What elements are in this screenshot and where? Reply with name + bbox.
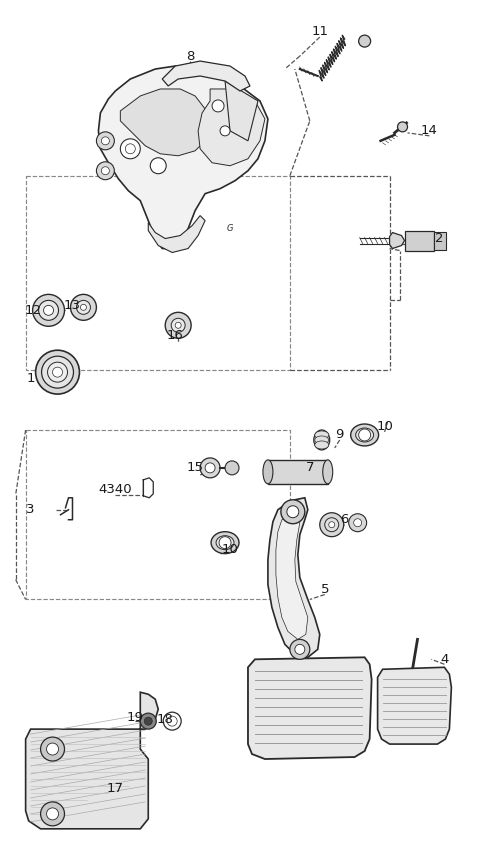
Circle shape [71, 295, 96, 320]
Text: 11: 11 [311, 25, 328, 37]
Text: 18: 18 [157, 712, 174, 726]
Ellipse shape [216, 536, 234, 549]
Circle shape [125, 143, 135, 154]
Polygon shape [225, 81, 258, 141]
Text: 7: 7 [306, 461, 314, 475]
Circle shape [144, 717, 152, 725]
Circle shape [38, 301, 59, 320]
Polygon shape [148, 216, 205, 252]
Circle shape [225, 461, 239, 475]
Text: 10: 10 [222, 543, 239, 556]
Circle shape [212, 100, 224, 112]
Polygon shape [198, 89, 265, 166]
Bar [434, 232, 446, 250]
Text: 2: 2 [435, 232, 444, 245]
Ellipse shape [211, 531, 239, 554]
Circle shape [101, 166, 109, 175]
Bar [268, 460, 328, 484]
Circle shape [76, 301, 90, 314]
Circle shape [359, 35, 371, 47]
Circle shape [295, 644, 305, 655]
Text: 13: 13 [64, 299, 81, 312]
Circle shape [120, 139, 140, 159]
Circle shape [219, 537, 231, 548]
Polygon shape [390, 233, 405, 249]
Circle shape [287, 506, 299, 518]
Circle shape [200, 458, 220, 478]
Circle shape [175, 323, 181, 329]
Ellipse shape [315, 431, 329, 439]
Circle shape [44, 306, 54, 315]
Polygon shape [120, 89, 210, 155]
Polygon shape [276, 513, 308, 639]
Circle shape [33, 295, 64, 326]
Text: 9: 9 [336, 429, 344, 441]
Circle shape [96, 162, 114, 180]
Circle shape [354, 519, 361, 526]
Text: 1: 1 [26, 372, 35, 385]
Text: 6: 6 [340, 514, 349, 526]
Text: 15: 15 [187, 461, 204, 475]
Text: 3: 3 [26, 503, 35, 516]
Circle shape [359, 429, 371, 441]
Ellipse shape [356, 428, 373, 442]
Circle shape [48, 363, 68, 382]
Polygon shape [25, 692, 158, 829]
Text: 16: 16 [167, 329, 184, 342]
Circle shape [41, 737, 64, 761]
Polygon shape [98, 66, 268, 249]
Text: 10: 10 [376, 420, 393, 434]
Circle shape [42, 357, 73, 388]
Text: 12: 12 [24, 304, 41, 317]
Ellipse shape [323, 460, 333, 484]
Circle shape [167, 717, 177, 726]
Circle shape [47, 743, 59, 755]
Text: 5: 5 [321, 583, 329, 596]
Circle shape [397, 122, 408, 132]
Text: 14: 14 [421, 124, 438, 138]
Ellipse shape [315, 441, 329, 449]
Text: 8: 8 [186, 49, 194, 63]
Text: 17: 17 [107, 783, 124, 796]
Circle shape [171, 318, 185, 332]
Text: 19: 19 [127, 711, 144, 723]
Circle shape [47, 808, 59, 820]
Circle shape [281, 500, 305, 524]
Text: 4340: 4340 [98, 483, 132, 497]
Polygon shape [162, 61, 250, 91]
Circle shape [96, 132, 114, 149]
Ellipse shape [351, 424, 379, 446]
Circle shape [81, 304, 86, 311]
Circle shape [348, 514, 367, 531]
Circle shape [205, 463, 215, 473]
Ellipse shape [314, 430, 330, 450]
Circle shape [101, 137, 109, 145]
Circle shape [52, 367, 62, 377]
Circle shape [220, 126, 230, 136]
Circle shape [36, 351, 80, 394]
Circle shape [165, 312, 191, 338]
Polygon shape [378, 667, 451, 744]
Circle shape [329, 522, 335, 528]
Circle shape [150, 158, 166, 174]
Text: G: G [227, 224, 233, 233]
Text: 4: 4 [440, 653, 449, 666]
Circle shape [41, 802, 64, 826]
Circle shape [320, 513, 344, 537]
Bar [405, 231, 434, 250]
Ellipse shape [263, 460, 273, 484]
Circle shape [290, 639, 310, 660]
Circle shape [325, 518, 339, 531]
Circle shape [163, 712, 181, 730]
Polygon shape [268, 498, 320, 657]
Circle shape [140, 713, 156, 729]
Polygon shape [248, 657, 372, 759]
Ellipse shape [315, 436, 329, 444]
